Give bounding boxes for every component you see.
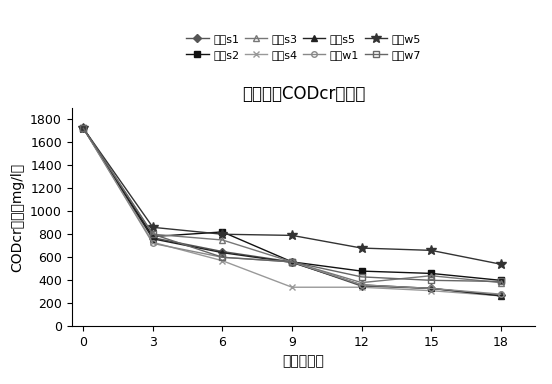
菌种s5 — [289, 260, 295, 265]
Line: 菌种s1: 菌种s1 — [81, 126, 503, 298]
菌种w5 — [289, 233, 295, 238]
菌种s5 — [150, 237, 156, 241]
Line: 菌种s5: 菌种s5 — [80, 125, 504, 300]
菌种s4 — [219, 258, 226, 263]
菌种w7 — [80, 126, 87, 131]
菌种s2 — [428, 271, 434, 276]
菌种w5 — [150, 225, 156, 230]
菌种w7 — [289, 260, 295, 264]
Line: 菌种w5: 菌种w5 — [78, 123, 506, 269]
Line: 菌种s4: 菌种s4 — [80, 125, 504, 300]
菌种w5 — [80, 126, 87, 131]
菌种w5 — [358, 246, 365, 250]
菌种s4 — [150, 240, 156, 245]
菌种s5 — [219, 250, 226, 255]
菌种w7 — [497, 279, 504, 284]
菌种s4 — [289, 285, 295, 290]
菌种s3 — [219, 238, 226, 242]
菌种s3 — [80, 126, 87, 131]
菌种s5 — [80, 126, 87, 131]
菌种s2 — [358, 269, 365, 273]
菌种s5 — [497, 293, 504, 298]
Line: 菌种s2: 菌种s2 — [81, 126, 503, 283]
菌种s1 — [80, 126, 87, 131]
菌种s3 — [289, 260, 295, 264]
菌种s1 — [428, 286, 434, 291]
菌种s2 — [80, 126, 87, 131]
菌种s1 — [150, 235, 156, 240]
菌种s5 — [358, 283, 365, 287]
菌种s4 — [80, 126, 87, 131]
Legend: 菌种s1, 菌种s2, 菌种s3, 菌种s4, 菌种s5, 菌种w1, 菌种w5, 菌种w7: 菌种s1, 菌种s2, 菌种s3, 菌种s4, 菌种s5, 菌种w1, 菌种w5… — [182, 30, 425, 65]
Line: 菌种w7: 菌种w7 — [81, 126, 503, 284]
菌种w5 — [428, 248, 434, 253]
菌种s4 — [428, 288, 434, 293]
菌种w7 — [358, 275, 365, 279]
菌种s3 — [428, 273, 434, 278]
菌种s3 — [150, 232, 156, 237]
菌种s5 — [428, 286, 434, 291]
Line: 菌种s3: 菌种s3 — [80, 125, 504, 286]
菌种w7 — [150, 232, 156, 237]
菌种w7 — [428, 278, 434, 283]
菌种s4 — [358, 285, 365, 290]
菌种w1 — [219, 255, 226, 260]
菌种s4 — [497, 293, 504, 298]
菌种w1 — [428, 286, 434, 291]
菌种s1 — [358, 284, 365, 288]
菌种s1 — [289, 260, 295, 264]
菌种s2 — [289, 260, 295, 264]
菌种s2 — [150, 234, 156, 239]
菌种w7 — [219, 255, 226, 260]
菌种w1 — [80, 126, 87, 131]
Line: 菌种w1: 菌种w1 — [81, 126, 503, 297]
Y-axis label: CODcr浓度（mg/l）: CODcr浓度（mg/l） — [10, 162, 25, 271]
菌种w5 — [497, 262, 504, 266]
菌种s2 — [219, 230, 226, 234]
菌种s2 — [497, 278, 504, 283]
菌种w1 — [358, 283, 365, 287]
菌种w1 — [289, 260, 295, 264]
菌种s1 — [497, 293, 504, 298]
菌种w5 — [219, 232, 226, 237]
Title: 菌种降解CODcr的效果: 菌种降解CODcr的效果 — [242, 85, 365, 103]
菌种w1 — [497, 292, 504, 296]
菌种s3 — [497, 280, 504, 285]
X-axis label: 时间（天）: 时间（天） — [283, 355, 325, 369]
菌种s3 — [358, 280, 365, 285]
菌种w1 — [150, 241, 156, 246]
菌种s1 — [219, 249, 226, 254]
